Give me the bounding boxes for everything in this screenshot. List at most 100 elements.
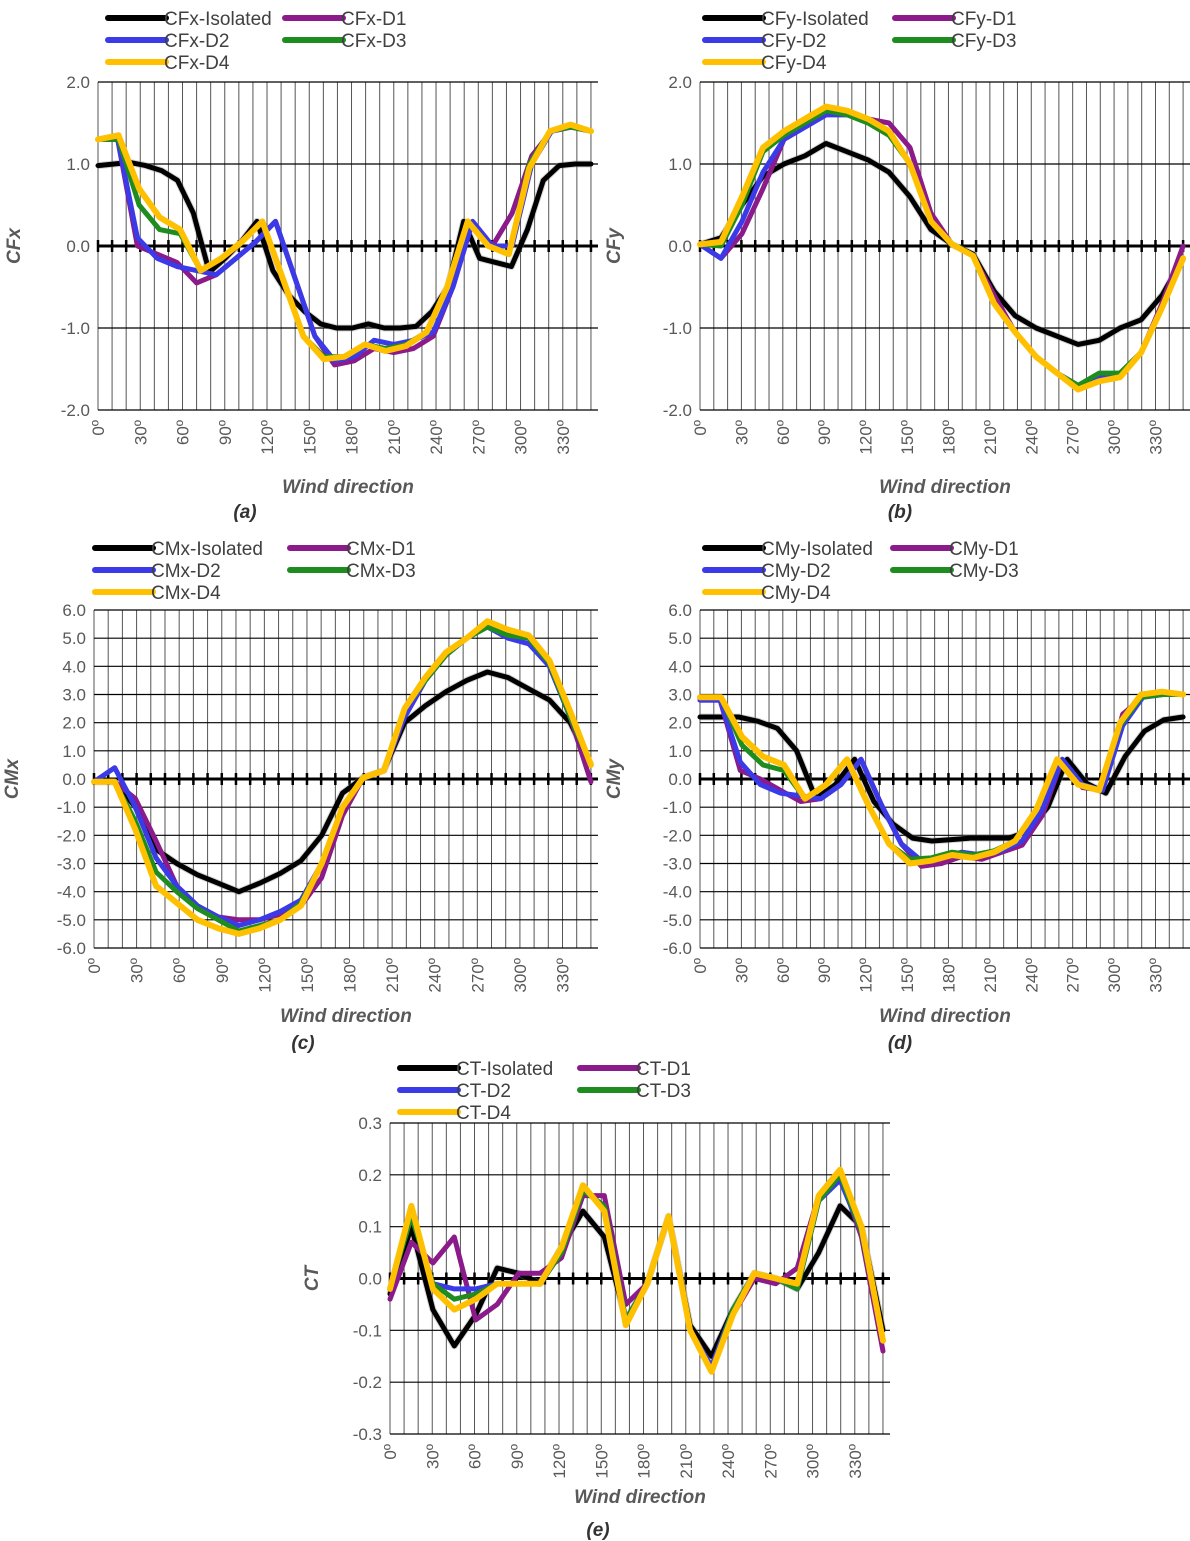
legend-label: CFx-Isolated: [164, 9, 272, 30]
x-tick-label: 180º: [939, 420, 958, 455]
y-tick-label: 5.0: [668, 629, 692, 648]
legend-label: CMx-Isolated: [151, 539, 263, 560]
x-tick-label: 120º: [550, 1444, 569, 1479]
series-line-d4: [95, 121, 594, 363]
y-tick-label: 2.0: [66, 73, 90, 92]
x-tick-label: 330º: [846, 1444, 865, 1479]
x-tick-label: 180º: [635, 1444, 654, 1479]
y-tick-label: 3.0: [62, 686, 86, 705]
x-tick-label: 300º: [512, 420, 531, 455]
x-tick-label: 150º: [298, 958, 317, 993]
x-tick-label: 300º: [1105, 958, 1124, 993]
x-tick-label: 330º: [1146, 420, 1165, 455]
y-tick-label: 0.1: [358, 1218, 382, 1237]
legend: CFx-Isolated CFx-D1 CFx-D2 CFx-D3 CFx-D4: [105, 9, 406, 74]
x-tick-label: 0º: [691, 420, 710, 436]
series-group: [91, 618, 595, 937]
series-group: [386, 1166, 887, 1375]
x-tick-label: 330º: [554, 420, 573, 455]
y-tick-label: 1.0: [668, 742, 692, 761]
chart-panel-4: 0.3 0.2 0.1 0.0 -0.1 -0.2 -0.30º 30º 60º 90º 120º 1…: [302, 1059, 890, 1541]
y-tick-label: -1.0: [663, 798, 692, 817]
y-tick-label: 4.0: [62, 657, 86, 676]
legend-label: CMy-D4: [761, 583, 831, 604]
x-tick-label: 150º: [898, 958, 917, 993]
legend: CMy-Isolated CMy-D1 CMy-D2 CMy-D3 CMy-D4: [702, 539, 1019, 604]
x-tick-label: 120º: [857, 420, 876, 455]
x-tick-label: 30º: [732, 420, 751, 445]
y-tick-label: -6.0: [663, 939, 692, 958]
x-tick-label: 180º: [341, 958, 360, 993]
legend-label: CT-D1: [636, 1059, 691, 1080]
y-tick-label: 2.0: [62, 714, 86, 733]
x-tick-label: 150º: [898, 420, 917, 455]
y-tick-label: -3.0: [663, 855, 692, 874]
series-line-d2: [697, 112, 1186, 388]
legend-label: CFx-D3: [341, 31, 406, 52]
x-tick-label: 270º: [761, 1444, 780, 1479]
y-tick-label: -2.0: [57, 826, 86, 845]
legend-label: CT-D3: [636, 1081, 691, 1102]
legend-label: CT-Isolated: [456, 1059, 553, 1080]
x-tick-label: 330º: [1146, 958, 1165, 993]
x-tick-label: 30º: [732, 958, 751, 983]
legend-label: CMx-D2: [151, 561, 221, 582]
y-tick-label: -5.0: [57, 911, 86, 930]
x-tick-label: 90º: [815, 420, 834, 445]
legend-label: CMx-D3: [346, 561, 416, 582]
legend-label: CFx-D2: [164, 31, 229, 52]
x-tick-label: 0º: [89, 420, 108, 436]
x-tick-label: 210º: [383, 958, 402, 993]
x-tick-label: 270º: [1064, 958, 1083, 993]
y-tick-label: 5.0: [62, 629, 86, 648]
chart-panel-3: 6.0 5.0 4.0 3.0 2.0 1.0 0.0 -1.0 -2.0 -3.0 -4.0 -5.…: [604, 539, 1190, 1054]
y-tick-label: -1.0: [663, 319, 692, 338]
legend-label: CFy-D3: [951, 31, 1016, 52]
x-tick-label: 120º: [857, 958, 876, 993]
panel-label: (e): [586, 1520, 609, 1541]
legend: CMx-Isolated CMx-D1 CMx-D2 CMx-D3 CMx-D4: [92, 539, 416, 604]
x-axis-title: Wind direction: [879, 477, 1011, 498]
x-tick-label: 240º: [1022, 958, 1041, 993]
y-tick-label: 2.0: [668, 714, 692, 733]
series-line-isolated: [91, 669, 594, 895]
x-tick-label: 60º: [774, 420, 793, 445]
y-axis-title: CMy: [604, 758, 625, 800]
y-tick-label: -5.0: [663, 911, 692, 930]
legend-label: CMy-D2: [761, 561, 831, 582]
y-axis-title: CT: [302, 1264, 323, 1291]
legend-label: CT-D4: [456, 1103, 511, 1124]
legend-label: CFy-D4: [761, 53, 827, 74]
x-tick-label: 90º: [216, 420, 235, 445]
y-tick-label: 0.0: [668, 770, 692, 789]
legend-label: CMx-D4: [151, 583, 221, 604]
y-tick-label: 1.0: [668, 155, 692, 174]
x-tick-label: 210º: [385, 420, 404, 455]
series-line-d4: [91, 618, 594, 937]
x-tick-label: 240º: [427, 420, 446, 455]
y-tick-label: -2.0: [61, 401, 90, 420]
series-line-d4: [387, 1166, 886, 1375]
x-tick-label: 90º: [508, 1444, 527, 1469]
series-line-d3: [697, 108, 1186, 388]
y-tick-label: 1.0: [66, 155, 90, 174]
series-line-d4: [697, 103, 1187, 393]
y-tick-label: -4.0: [57, 883, 86, 902]
x-tick-label: 210º: [677, 1444, 696, 1479]
legend-label: CMy-D1: [949, 539, 1019, 560]
x-tick-label: 60º: [170, 958, 189, 983]
legend: CFy-Isolated CFy-D1 CFy-D2 CFy-D3 CFy-D4: [702, 9, 1016, 74]
y-axis-title: CMx: [2, 758, 23, 800]
chart-panel-1: 2.0 1.0 0.0 -1.0 -2.00º 30º 60º 90º 120º 150º 180º…: [604, 9, 1190, 523]
x-tick-label: 210º: [981, 420, 1000, 455]
x-tick-label: 270º: [1064, 420, 1083, 455]
series-group: [697, 103, 1187, 393]
legend-label: CFy-D1: [951, 9, 1016, 30]
panel-label: (d): [888, 1033, 912, 1054]
y-axis-title: CFy: [604, 227, 625, 264]
y-tick-label: 0.0: [66, 237, 90, 256]
panel-label: (b): [888, 502, 912, 523]
y-tick-label: -3.0: [57, 855, 86, 874]
x-tick-label: 0º: [381, 1444, 400, 1460]
